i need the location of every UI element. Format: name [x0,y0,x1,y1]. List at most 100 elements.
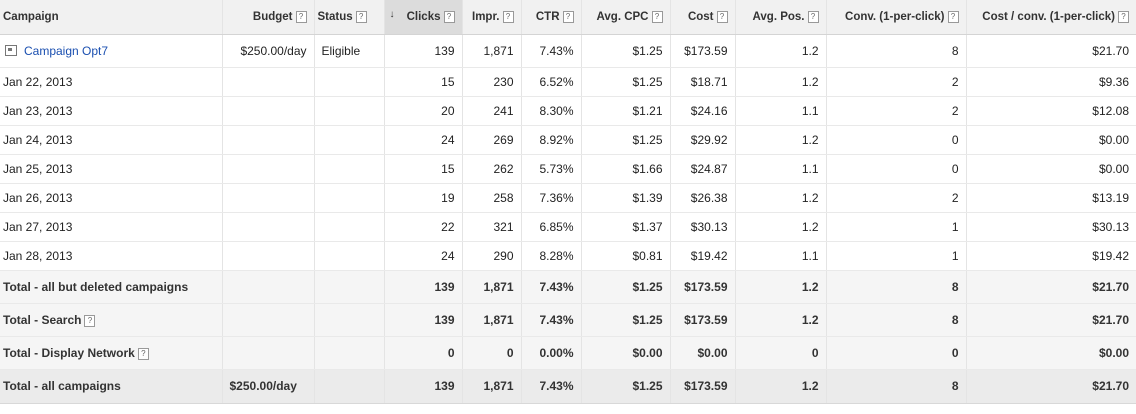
clicks-cell: 20 [384,96,463,126]
cost-conv-cell: $21.70 [966,34,1136,68]
column-header-ctr[interactable]: CTR? [521,0,582,35]
table-row: Jan 27, 2013 22 321 6.85% $1.37 $30.13 1.2 1 $30… [0,212,1136,242]
column-header-clicks[interactable]: ↓ Clicks? [384,0,463,35]
avg-pos-cell: 1.2 [735,212,827,242]
help-icon[interactable]: ? [84,314,96,327]
cost-conv-cell: $13.19 [966,183,1136,213]
budget-cell [222,303,315,337]
avg-pos-cell: 1.2 [735,270,827,304]
campaign-cell: Campaign Opt7 [0,34,223,68]
budget-cell [222,336,315,370]
column-header-label: CTR [535,10,560,23]
ctr-cell: 8.30% [521,96,582,126]
impr-cell: 269 [462,125,522,155]
table-row: Jan 28, 2013 24 290 8.28% $0.81 $19.42 1.1 1 $19… [0,241,1136,271]
budget-cell [222,96,315,126]
cost-cell: $173.59 [670,34,736,68]
date-cell: Jan 22, 2013 [0,67,223,97]
cost-cell: $24.87 [670,154,736,184]
total-label: Total - all campaigns [0,369,223,404]
avg-cpc-cell: $1.39 [581,183,671,213]
campaign-link[interactable]: Campaign Opt7 [24,43,109,58]
help-icon[interactable]: ? [137,347,149,360]
clicks-cell: 139 [384,303,463,337]
ctr-cell: 8.92% [521,125,582,155]
total-row: Total - Display Network? 0 0 0.00% $0.00 $0.0… [0,336,1136,370]
clicks-cell: 139 [384,369,463,404]
status-cell [314,212,385,242]
help-icon[interactable]: ? [807,10,819,23]
help-icon[interactable]: ? [443,10,455,23]
cost-cell: $173.59 [670,303,736,337]
campaign-icon [5,44,17,56]
cost-conv-cell: $0.00 [966,336,1136,370]
cost-conv-cell: $12.08 [966,96,1136,126]
column-header-avg-pos[interactable]: Avg. Pos.? [735,0,827,35]
help-icon[interactable]: ? [651,10,663,23]
cost-cell: $173.59 [670,369,736,404]
cost-cell: $0.00 [670,336,736,370]
help-icon[interactable]: ? [355,10,367,23]
column-header-budget[interactable]: Budget? [222,0,315,35]
budget-cell [222,125,315,155]
cost-cell: $29.92 [670,125,736,155]
avg-pos-cell: 1.2 [735,125,827,155]
avg-pos-cell: 1.1 [735,154,827,184]
help-icon[interactable]: ? [562,10,574,23]
cost-conv-cell: $0.00 [966,154,1136,184]
column-header-cost-conv[interactable]: Cost / conv. (1-per-click)? [966,0,1136,35]
status-cell [314,303,385,337]
column-header-label: Conv. (1-per-click) [845,10,945,23]
column-header-impr[interactable]: Impr.? [462,0,522,35]
avg-cpc-cell: $1.66 [581,154,671,184]
help-icon[interactable]: ? [502,10,514,23]
column-header-label: Clicks [406,10,441,23]
avg-cpc-cell: $1.25 [581,67,671,97]
ctr-cell: 7.43% [521,303,582,337]
help-icon[interactable]: ? [1118,10,1129,23]
cost-conv-cell: $21.70 [966,270,1136,304]
cost-cell: $24.16 [670,96,736,126]
cost-conv-cell: $30.13 [966,212,1136,242]
avg-pos-cell: 0 [735,336,827,370]
cost-cell: $26.38 [670,183,736,213]
cost-conv-cell: $19.42 [966,241,1136,271]
column-header-label: Cost [687,10,714,23]
impr-cell: 230 [462,67,522,97]
impr-cell: 1,871 [462,270,522,304]
ctr-cell: 5.73% [521,154,582,184]
impr-cell: 1,871 [462,34,522,68]
conv-cell: 8 [826,303,967,337]
clicks-cell: 24 [384,125,463,155]
column-header-conv[interactable]: Conv. (1-per-click)? [826,0,967,35]
table-header-row: Campaign Budget? Status? ↓ Clicks? Impr.?… [0,0,1136,35]
column-header-campaign[interactable]: Campaign [0,0,223,35]
status-cell [314,125,385,155]
clicks-cell: 15 [384,67,463,97]
avg-pos-cell: 1.2 [735,369,827,404]
column-header-cost[interactable]: Cost? [670,0,736,35]
help-icon[interactable]: ? [947,10,959,23]
help-icon[interactable]: ? [295,10,307,23]
clicks-cell: 139 [384,270,463,304]
cost-cell: $173.59 [670,270,736,304]
column-header-avg-cpc[interactable]: Avg. CPC? [581,0,671,35]
column-header-status[interactable]: Status? [314,0,385,35]
cost-conv-cell: $9.36 [966,67,1136,97]
conv-cell: 2 [826,183,967,213]
conv-cell: 8 [826,270,967,304]
column-header-label: Status [317,10,353,23]
cost-conv-cell: $0.00 [966,125,1136,155]
avg-cpc-cell: $1.25 [581,369,671,404]
avg-cpc-cell: $1.25 [581,303,671,337]
cost-cell: $18.71 [670,67,736,97]
clicks-cell: 139 [384,34,463,68]
conv-cell: 8 [826,34,967,68]
date-cell: Jan 26, 2013 [0,183,223,213]
clicks-cell: 19 [384,183,463,213]
help-icon[interactable]: ? [716,10,728,23]
date-cell: Jan 23, 2013 [0,96,223,126]
conv-cell: 2 [826,67,967,97]
clicks-cell: 15 [384,154,463,184]
campaign-row: Campaign Opt7 $250.00/day Eligible 139 1… [0,34,1136,68]
